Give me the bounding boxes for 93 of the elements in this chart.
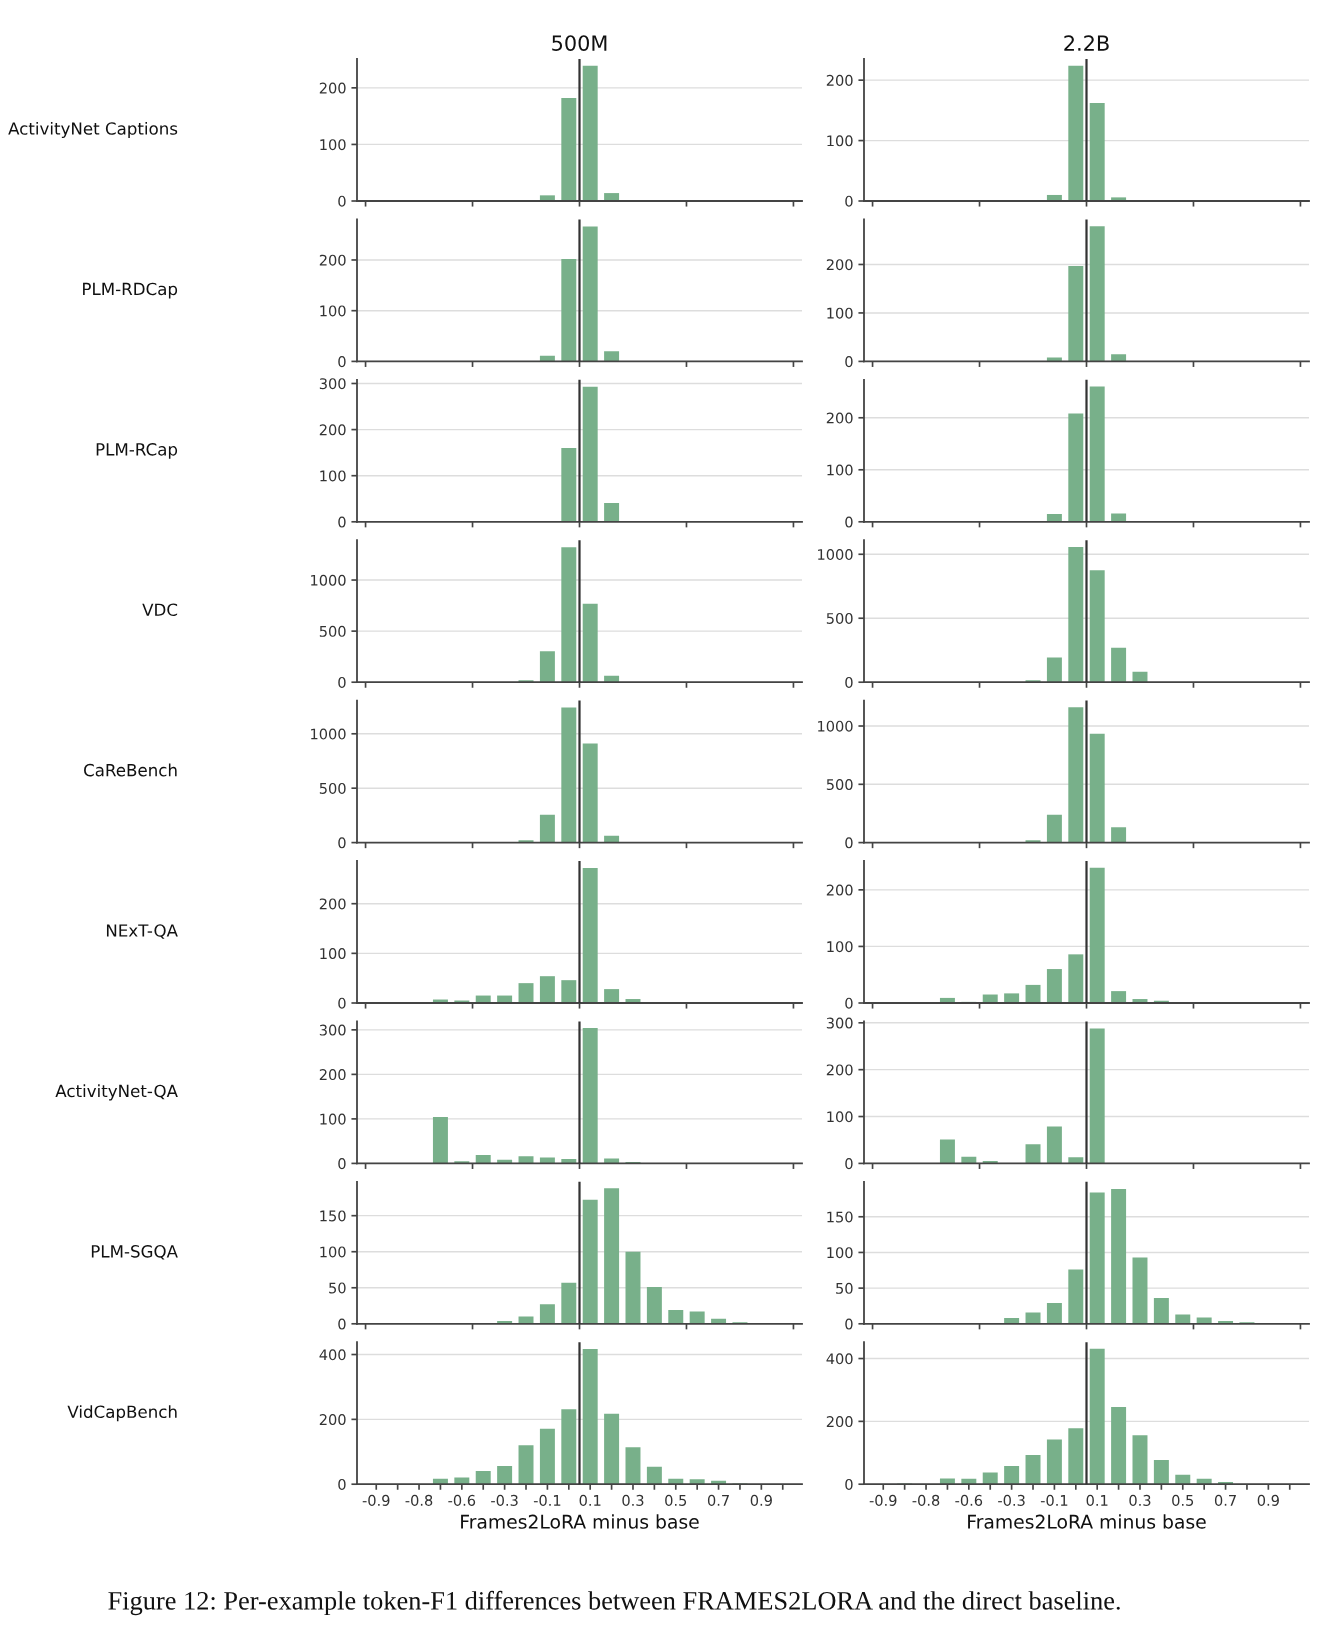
x-tick-label: 0.9	[1257, 1494, 1279, 1506]
x-tick-label: 0.3	[1129, 1494, 1151, 1506]
x-tick-label: 0.3	[622, 1494, 644, 1506]
y-tick-label: 100	[320, 1113, 346, 1125]
y-tick-label: 300	[319, 1024, 346, 1036]
x-tick-label: -0.8	[405, 1494, 433, 1506]
y-tick-label: 200	[319, 254, 346, 266]
y-tick-label: 50	[329, 1282, 346, 1294]
y-tick-label: 300	[319, 378, 346, 390]
y-tick-label: 200	[826, 259, 853, 271]
y-tick-label: 0	[845, 516, 853, 528]
x-tick-label: 0.1	[579, 1494, 601, 1506]
y-tick-label: 200	[319, 424, 346, 436]
y-tick-label: 200	[319, 1069, 346, 1081]
y-tick-label: 500	[319, 782, 346, 794]
y-tick-label: 150	[827, 1211, 853, 1223]
x-tick-label: -0.8	[912, 1494, 940, 1506]
y-tick-label: 0	[338, 1318, 346, 1330]
y-tick-label: 400	[826, 1353, 853, 1365]
y-tick-label: 1000	[818, 548, 853, 561]
y-axis-title: PLM-RDCap	[83, 282, 178, 299]
x-axis-title: Frames2LoRA minus base	[461, 1514, 699, 1529]
y-tick-label: 500	[319, 625, 346, 637]
chart-title: 2.2B	[1064, 35, 1109, 51]
x-tick-label: -0.6	[448, 1494, 476, 1506]
x-tick-label: -0.9	[362, 1494, 390, 1506]
y-tick-label: 100	[320, 139, 346, 151]
y-tick-label: 100	[827, 1111, 853, 1123]
y-tick-label: 200	[826, 1416, 853, 1428]
y-tick-label: 100	[320, 305, 346, 317]
x-tick-label: 0.1	[1086, 1494, 1108, 1506]
chart-title: 500M	[552, 35, 607, 51]
y-tick-label: 100	[827, 941, 853, 953]
y-tick-label: 100	[827, 307, 853, 319]
y-axis-title: NExT-QA	[106, 924, 178, 939]
y-tick-label: 1000	[311, 574, 346, 586]
y-tick-label: 0	[338, 516, 346, 528]
y-tick-label: 0	[338, 837, 346, 849]
y-tick-label: 200	[319, 898, 346, 910]
x-tick-label: -0.3	[491, 1494, 518, 1506]
y-axis-title: VDC	[142, 603, 178, 617]
y-tick-label: 200	[826, 1064, 853, 1076]
y-tick-label: 100	[827, 464, 853, 476]
x-tick-label: 0.7	[707, 1494, 729, 1506]
x-tick-label: 0.9	[750, 1494, 772, 1506]
y-tick-label: 0	[338, 356, 346, 368]
y-tick-label: 100	[320, 470, 346, 482]
y-axis-title: ActivityNet-QA	[55, 1084, 178, 1101]
y-tick-label: 50	[836, 1282, 853, 1294]
y-tick-label: 0	[845, 195, 853, 207]
x-tick-label: 0.7	[1214, 1494, 1236, 1506]
y-tick-label: 100	[827, 135, 853, 147]
y-tick-label: 100	[320, 1246, 346, 1258]
y-tick-label: 200	[319, 1414, 346, 1426]
y-tick-label: 500	[826, 779, 853, 791]
y-tick-label: 0	[845, 1158, 853, 1170]
y-tick-label: 200	[826, 412, 853, 424]
y-tick-label: 100	[827, 1247, 853, 1259]
y-axis-title: PLM-RCap	[96, 443, 178, 459]
y-tick-label: 150	[320, 1210, 346, 1222]
y-tick-label: 0	[845, 1478, 853, 1490]
x-tick-label: -0.1	[533, 1494, 561, 1506]
y-axis-title: PLM-SGQA	[91, 1245, 178, 1260]
y-axis-title: CaReBench	[84, 763, 177, 777]
y-tick-label: 400	[319, 1349, 346, 1361]
x-tick-label: -0.9	[869, 1494, 897, 1506]
y-tick-label: 0	[845, 1318, 853, 1330]
caption: Figure 12: Per-example token-F1 differences between FRAMES2LORA and the direct baseline.	[108, 1590, 1120, 1616]
x-axis-title: Frames2LoRA minus base	[968, 1514, 1206, 1529]
y-tick-label: 200	[826, 74, 853, 86]
y-tick-label: 0	[338, 195, 346, 207]
y-tick-label: 100	[320, 948, 346, 960]
y-tick-label: 300	[826, 1017, 853, 1029]
y-axis-title: ActivityNet Captions	[8, 121, 178, 139]
y-tick-label: 0	[845, 837, 853, 849]
x-tick-label: 0.5	[1172, 1494, 1194, 1506]
y-tick-label: 0	[338, 1478, 346, 1490]
y-tick-label: 0	[845, 356, 853, 368]
x-tick-label: -0.3	[998, 1494, 1025, 1506]
y-tick-label: 1000	[818, 720, 853, 732]
x-tick-label: -0.1	[1040, 1494, 1068, 1506]
x-tick-label: 0.5	[665, 1494, 687, 1506]
y-tick-label: 0	[338, 1158, 346, 1170]
y-axis-title: VidCapBench	[67, 1405, 177, 1422]
x-tick-label: -0.6	[955, 1494, 983, 1506]
y-tick-label: 500	[826, 612, 853, 624]
y-tick-label: 200	[319, 82, 346, 94]
y-tick-label: 0	[845, 997, 853, 1009]
y-tick-label: 0	[338, 997, 346, 1009]
y-tick-label: 0	[845, 676, 853, 688]
y-tick-label: 200	[826, 884, 853, 896]
y-tick-label: 0	[338, 676, 346, 688]
y-tick-label: 1000	[311, 728, 346, 740]
